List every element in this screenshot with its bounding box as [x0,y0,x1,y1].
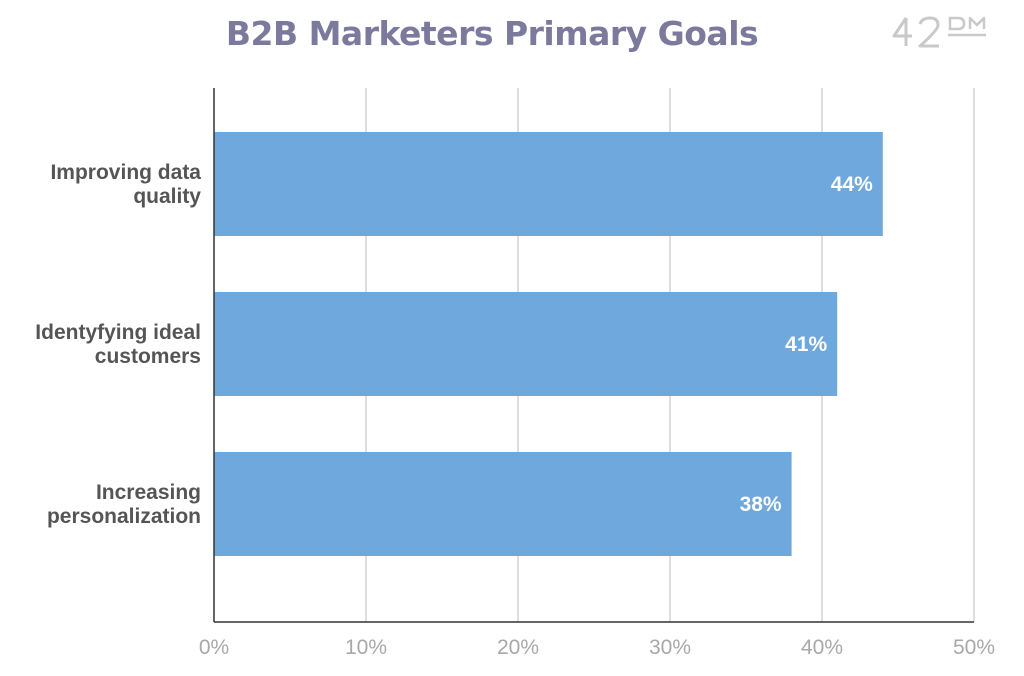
category-label: Identyfying ideal customers [35,321,201,368]
category-label: Increasing personalization [47,481,201,528]
data-label: 41% [785,333,827,356]
x-tick-label: 30% [649,636,691,659]
chart-title: B2B Marketers Primary Goals [225,14,759,53]
category-label: Improving data quality [50,161,201,208]
labels: 0% 10% 20% 30% 40% 50% 44% Improving data qualit… [35,161,995,659]
bar [214,292,838,396]
data-label: 44% [831,173,873,196]
brand-logo [892,16,986,48]
x-tick-label: 10% [345,636,387,659]
bars [214,132,883,556]
x-tick-label: 50% [953,636,995,659]
data-label: 38% [740,493,782,516]
bar [214,452,792,556]
axes [213,88,974,623]
x-tick-label: 20% [497,636,539,659]
x-tick-label: 0% [199,636,229,659]
x-tick-label: 40% [801,636,843,659]
bar [214,132,883,236]
